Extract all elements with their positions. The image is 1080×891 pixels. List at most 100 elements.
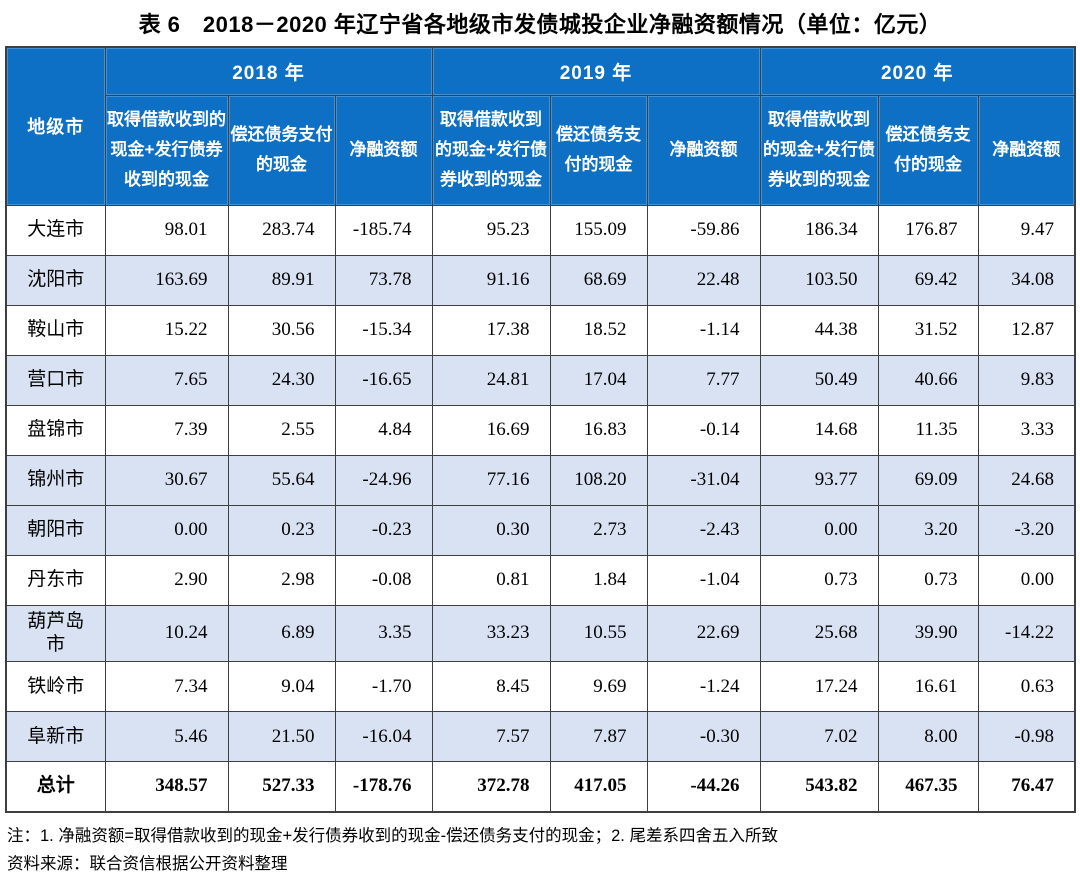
- value-cell: 176.87: [877, 204, 979, 256]
- value-cell: 0.73: [759, 554, 879, 606]
- value-cell: 103.50: [759, 254, 879, 306]
- value-cell: 3.20: [877, 504, 979, 556]
- value-cell: 283.74: [227, 204, 336, 256]
- value-cell: 9.83: [977, 354, 1076, 406]
- value-cell: 93.77: [759, 454, 879, 506]
- value-cell: -1.04: [646, 554, 761, 606]
- value-cell: 9.69: [549, 661, 648, 712]
- value-cell: 14.68: [759, 404, 879, 456]
- value-cell: 91.16: [431, 254, 551, 306]
- header-year-2018: 2018 年: [104, 46, 433, 96]
- value-cell: 17.38: [431, 304, 551, 356]
- city-cell: 铁岭市: [5, 661, 106, 712]
- value-cell: 7.39: [104, 404, 229, 456]
- value-cell: 3.35: [334, 604, 433, 662]
- city-cell: 朝阳市: [5, 504, 106, 556]
- value-cell: 44.38: [759, 304, 879, 356]
- value-cell: 22.48: [646, 254, 761, 306]
- value-cell: -0.98: [977, 711, 1076, 762]
- table-row: 盘锦市 7.39 2.55 4.84 16.69 16.83 -0.14 14.68 11.35…: [5, 404, 1076, 456]
- table-row: 铁岭市 7.34 9.04 -1.70 8.45 9.69 -1.24 17.24 16.61 0…: [5, 661, 1076, 712]
- value-cell: 98.01: [104, 204, 229, 256]
- value-cell: 0.00: [759, 504, 879, 556]
- value-cell: 0.23: [227, 504, 336, 556]
- value-cell: 186.34: [759, 204, 879, 256]
- value-cell: 30.67: [104, 454, 229, 506]
- header-2020-cash-in: 取得借款收到的现金+发行债券收到的现金: [759, 94, 879, 206]
- value-cell: 33.23: [431, 604, 551, 662]
- value-cell: 16.69: [431, 404, 551, 456]
- value-cell: 22.69: [646, 604, 761, 662]
- table-row: 丹东市 2.90 2.98 -0.08 0.81 1.84 -1.04 0.73 0.73 0.0…: [5, 554, 1076, 606]
- header-2018-net: 净融资额: [334, 94, 433, 206]
- value-cell: 3.33: [977, 404, 1076, 456]
- value-cell: -14.22: [977, 604, 1076, 662]
- value-cell: -0.08: [334, 554, 433, 606]
- value-cell: -2.43: [646, 504, 761, 556]
- table-notes: 注：1. 净融资额=取得借款收到的现金+发行债券收到的现金-偿还债务支付的现金；…: [7, 822, 1080, 878]
- value-cell: 7.57: [431, 711, 551, 762]
- value-cell: -1.70: [334, 661, 433, 712]
- value-cell: 24.68: [977, 454, 1076, 506]
- value-cell: 108.20: [549, 454, 648, 506]
- value-cell: 25.68: [759, 604, 879, 662]
- value-cell: 10.55: [549, 604, 648, 662]
- city-cell: 营口市: [5, 354, 106, 406]
- value-cell: 0.30: [431, 504, 551, 556]
- footnote: 注：1. 净融资额=取得借款收到的现金+发行债券收到的现金-偿还债务支付的现金；…: [7, 826, 778, 845]
- value-cell: 8.45: [431, 661, 551, 712]
- value-cell: 16.83: [549, 404, 648, 456]
- value-cell: 16.61: [877, 661, 979, 712]
- value-cell: 17.24: [759, 661, 879, 712]
- header-2018-debt-paid: 偿还债务支付的现金: [227, 94, 336, 206]
- value-cell: 6.89: [227, 604, 336, 662]
- value-cell: 0.00: [104, 504, 229, 556]
- value-cell: 17.04: [549, 354, 648, 406]
- value-cell: 68.69: [549, 254, 648, 306]
- header-2019-debt-paid: 偿还债务支付的现金: [549, 94, 648, 206]
- table-row: 葫芦岛市 10.24 6.89 3.35 33.23 10.55 22.69 25.68 39.…: [5, 604, 1076, 662]
- value-cell: 2.55: [227, 404, 336, 456]
- value-cell: 24.30: [227, 354, 336, 406]
- value-cell: -178.76: [334, 761, 433, 812]
- value-cell: 7.77: [646, 354, 761, 406]
- city-cell: 总计: [5, 761, 106, 812]
- header-year-row: 地级市 2018 年 2019 年 2020 年: [5, 46, 1076, 206]
- value-cell: 2.90: [104, 554, 229, 606]
- total-row: 总计 348.57 527.33 -178.76 372.78 417.05 -44.26 5…: [5, 761, 1076, 812]
- value-cell: -3.20: [977, 504, 1076, 556]
- value-cell: 10.24: [104, 604, 229, 662]
- value-cell: 18.52: [549, 304, 648, 356]
- header-2019-net: 净融资额: [646, 94, 761, 206]
- table-title: 表 6 2018－2020 年辽宁省各地级市发债城投企业净融资额情况（单位：亿元…: [138, 12, 942, 37]
- value-cell: 15.22: [104, 304, 229, 356]
- value-cell: 76.47: [977, 761, 1076, 812]
- value-cell: 95.23: [431, 204, 551, 256]
- value-cell: 9.47: [977, 204, 1076, 256]
- value-cell: 55.64: [227, 454, 336, 506]
- table-row: 沈阳市 163.69 89.91 73.78 91.16 68.69 22.48 103.50…: [5, 254, 1076, 306]
- value-cell: 7.02: [759, 711, 879, 762]
- city-cell: 沈阳市: [5, 254, 106, 306]
- value-cell: 39.90: [877, 604, 979, 662]
- value-cell: 0.73: [877, 554, 979, 606]
- value-cell: 7.65: [104, 354, 229, 406]
- value-cell: 467.35: [877, 761, 979, 812]
- value-cell: 1.84: [549, 554, 648, 606]
- value-cell: 30.56: [227, 304, 336, 356]
- header-2019-cash-in: 取得借款收到的现金+发行债券收到的现金: [431, 94, 551, 206]
- value-cell: 348.57: [104, 761, 229, 812]
- table-body: 大连市 98.01 283.74 -185.74 95.23 155.09 -59.86 18…: [5, 204, 1076, 812]
- value-cell: 12.87: [977, 304, 1076, 356]
- city-cell: 丹东市: [5, 554, 106, 606]
- value-cell: 7.87: [549, 711, 648, 762]
- header-year-2019: 2019 年: [431, 46, 761, 96]
- value-cell: 69.42: [877, 254, 979, 306]
- source-note: 资料来源：联合资信根据公开资料整理: [7, 854, 288, 873]
- value-cell: -0.30: [646, 711, 761, 762]
- table-row: 朝阳市 0.00 0.23 -0.23 0.30 2.73 -2.43 0.00 3.20 -3.…: [5, 504, 1076, 556]
- value-cell: 77.16: [431, 454, 551, 506]
- header-2020-net: 净融资额: [977, 94, 1076, 206]
- value-cell: 2.98: [227, 554, 336, 606]
